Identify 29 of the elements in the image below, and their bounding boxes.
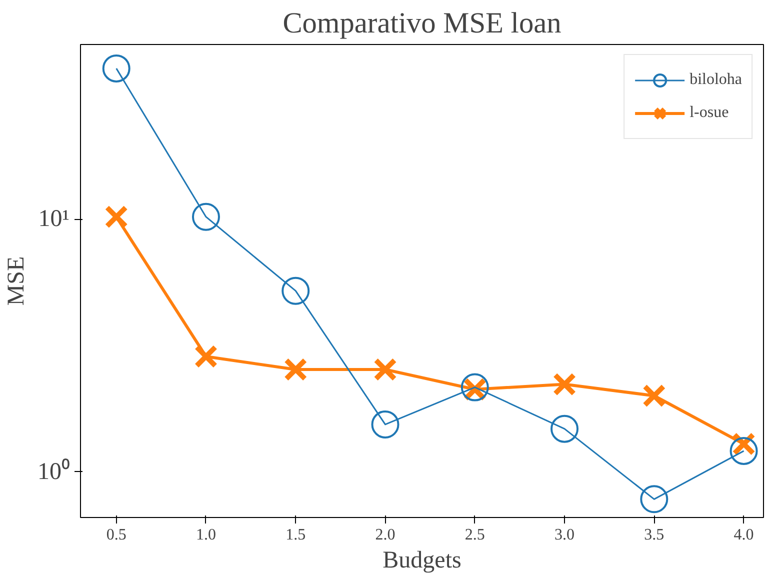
x-tick-label: 4.0 [734, 526, 754, 544]
point [642, 384, 666, 408]
x-tick-label: 1.5 [286, 526, 306, 544]
point [640, 485, 668, 514]
point [192, 202, 220, 231]
x-tick-label: 1.0 [196, 526, 216, 544]
point [282, 276, 310, 305]
point [552, 372, 576, 396]
legend-label: l-osue [690, 104, 729, 122]
point [102, 54, 130, 82]
point [284, 358, 308, 382]
point [460, 373, 489, 402]
x-tick-label: 3.0 [554, 526, 575, 544]
y-tick-label: 10⁰ [38, 458, 70, 485]
point [374, 358, 397, 382]
x-axis-title: Budgets [382, 548, 462, 574]
x-tick-label: 0.5 [106, 526, 126, 544]
x-tick-label: 2.0 [375, 526, 396, 544]
point [194, 344, 218, 368]
x-tick-label: 3.5 [644, 526, 664, 544]
point [104, 205, 128, 229]
point [730, 436, 758, 465]
point [550, 414, 579, 443]
y-axis-title: MSE [4, 256, 30, 306]
chart-title: Comparativo MSE loan [282, 8, 562, 40]
y-tick-label: 10¹ [38, 206, 70, 232]
legend-label: biloloha [690, 71, 742, 89]
x-tick-label: 2.5 [464, 526, 485, 544]
point [371, 410, 400, 438]
